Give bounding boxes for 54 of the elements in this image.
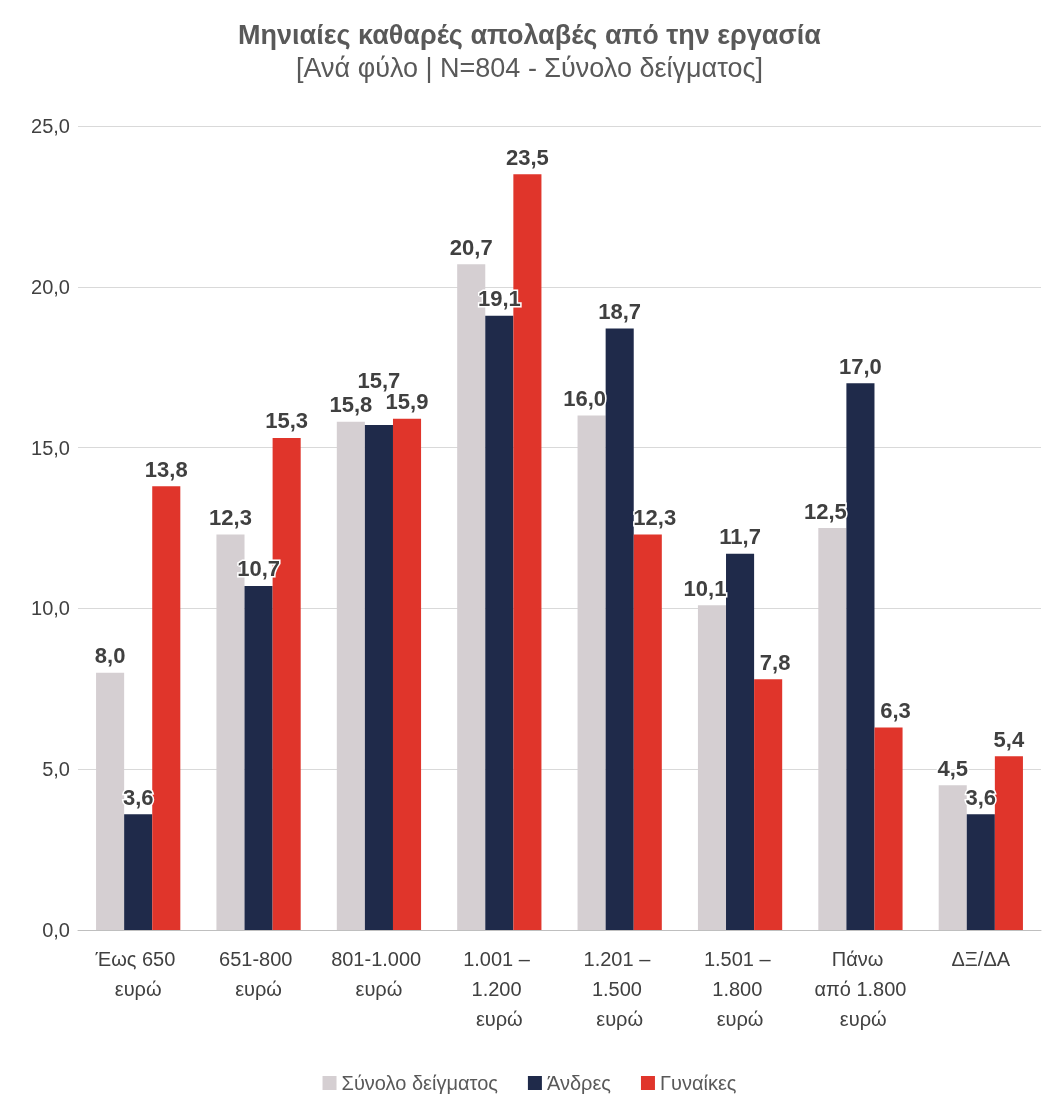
bar bbox=[726, 553, 755, 930]
bar bbox=[938, 785, 967, 930]
x-tick-label: Πάνω από 1.800 ευρώ bbox=[814, 948, 907, 1030]
data-label: 6,3 bbox=[880, 697, 911, 723]
data-label: 12,5 bbox=[803, 498, 847, 524]
legend-label: Άνδρες bbox=[546, 1072, 612, 1094]
chart-subtitle: [Ανά φύλο | N=804 - Σύνολο δείγματος] bbox=[296, 52, 763, 83]
bar bbox=[633, 534, 662, 930]
data-label: 20,7 bbox=[449, 234, 493, 260]
x-tick-label: 801-1.000 ευρώ bbox=[331, 948, 427, 1000]
data-label: 11,7 bbox=[719, 524, 761, 550]
bar bbox=[846, 383, 875, 930]
y-tick-label: 15,0 bbox=[31, 436, 70, 459]
bar bbox=[485, 315, 514, 930]
bar bbox=[364, 425, 393, 930]
chart-title: Μηνιαίες καθαρές απολαβές από την εργασία bbox=[238, 19, 822, 50]
bar bbox=[152, 486, 181, 930]
data-label: 16,0 bbox=[563, 385, 607, 411]
x-tick-label: Έως 650 ευρώ bbox=[94, 948, 181, 1000]
bar bbox=[754, 679, 783, 930]
data-label: 13,8 bbox=[144, 456, 188, 482]
data-label: 4,5 bbox=[937, 755, 969, 781]
data-label: 12,3 bbox=[633, 504, 677, 530]
data-label: 12,3 bbox=[209, 504, 252, 530]
x-tick-label: ΔΞ/ΔΑ bbox=[951, 948, 1011, 970]
bar bbox=[124, 814, 153, 930]
data-label: 15,3 bbox=[265, 408, 309, 434]
data-label: 15,7 bbox=[357, 367, 401, 393]
y-tick-label: 0,0 bbox=[42, 919, 70, 941]
bar bbox=[966, 814, 995, 930]
bar bbox=[244, 585, 273, 930]
data-label: 8,0 bbox=[94, 643, 126, 669]
legend-label: Σύνολο δείγματος bbox=[341, 1072, 499, 1094]
y-tick-label: 10,0 bbox=[31, 597, 70, 620]
legend-label: Γυναίκες bbox=[659, 1072, 737, 1094]
data-label: 18,7 bbox=[598, 299, 642, 325]
x-tick-label: 651-800 ευρώ bbox=[219, 948, 299, 1000]
y-tick-label: 25,0 bbox=[31, 115, 70, 137]
data-label: 5,4 bbox=[993, 726, 1025, 752]
data-label: 17,0 bbox=[839, 353, 882, 379]
data-label: 7,8 bbox=[759, 649, 791, 675]
x-tick-label: 1.201 – 1.500 ευρώ bbox=[583, 948, 656, 1030]
y-tick-label: 5,0 bbox=[42, 758, 70, 781]
data-label: 10,1 bbox=[683, 575, 727, 601]
x-tick-label: 1.001 – 1.200 ευρώ bbox=[463, 948, 536, 1030]
bar bbox=[392, 418, 422, 930]
bar bbox=[874, 727, 903, 930]
data-label: 23,5 bbox=[505, 144, 549, 170]
x-tick-label: 1.501 – 1.800 ευρώ bbox=[703, 948, 777, 1030]
bar bbox=[994, 756, 1023, 930]
bar bbox=[605, 328, 634, 930]
data-label: 3,6 bbox=[965, 784, 997, 810]
y-tick-label: 20,0 bbox=[31, 275, 70, 298]
data-label: 15,8 bbox=[329, 392, 373, 418]
